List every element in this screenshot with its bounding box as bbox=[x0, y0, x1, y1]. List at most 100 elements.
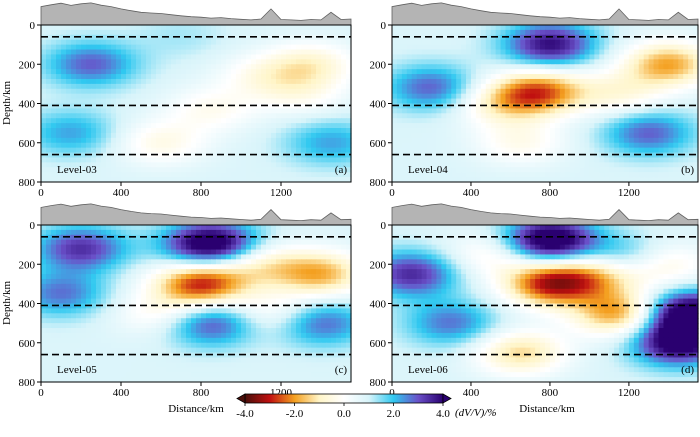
heatmap-cell bbox=[296, 288, 302, 295]
heatmap-cell bbox=[261, 229, 267, 236]
heatmap-cell bbox=[436, 74, 442, 80]
heatmap-cell bbox=[121, 49, 127, 56]
heatmap-cell bbox=[261, 274, 267, 280]
heatmap-cell bbox=[181, 39, 187, 46]
heatmap-cell bbox=[579, 93, 586, 100]
heatmap-cell bbox=[648, 162, 655, 168]
heatmap-cell bbox=[609, 147, 615, 154]
heatmap-cell bbox=[81, 34, 87, 41]
heatmap-cell bbox=[46, 64, 52, 70]
heatmap-cell bbox=[480, 167, 487, 173]
heatmap-cell bbox=[331, 113, 337, 119]
heatmap-cell bbox=[396, 152, 403, 159]
heatmap-cell bbox=[535, 123, 541, 129]
heatmap-cell bbox=[451, 39, 457, 46]
heatmap-cell bbox=[181, 44, 187, 51]
heatmap-cell bbox=[196, 108, 202, 114]
heatmap-cell bbox=[326, 123, 332, 129]
heatmap-cell bbox=[231, 274, 237, 280]
heatmap-cell bbox=[401, 29, 408, 36]
heatmap-cell bbox=[161, 44, 167, 51]
heatmap-cell bbox=[221, 69, 227, 75]
heatmap-cell bbox=[236, 167, 242, 173]
heatmap-cell bbox=[101, 88, 107, 95]
heatmap-cell bbox=[426, 29, 433, 36]
heatmap-cell bbox=[678, 78, 684, 85]
heatmap-cell bbox=[196, 172, 202, 178]
heatmap-cell bbox=[628, 152, 635, 159]
heatmap-cell bbox=[311, 288, 317, 295]
heatmap-cell bbox=[653, 29, 660, 36]
heatmap-cell bbox=[106, 83, 112, 90]
heatmap-cell bbox=[643, 59, 650, 65]
heatmap-cell bbox=[316, 177, 322, 183]
heatmap-cell bbox=[441, 172, 447, 178]
heatmap-cell bbox=[166, 49, 172, 56]
heatmap-cell bbox=[266, 59, 272, 65]
heatmap-cell bbox=[336, 78, 342, 85]
heatmap-cell bbox=[421, 177, 428, 183]
heatmap-cell bbox=[66, 239, 72, 246]
heatmap-cell bbox=[614, 162, 620, 168]
heatmap-cell bbox=[291, 44, 297, 51]
heatmap-cell bbox=[633, 69, 640, 75]
heatmap-cell bbox=[171, 269, 177, 275]
heatmap-cell bbox=[633, 157, 640, 163]
heatmap-cell bbox=[331, 118, 337, 124]
heatmap-cell bbox=[256, 157, 262, 163]
heatmap-cell bbox=[426, 172, 433, 178]
heatmap-cell bbox=[584, 137, 591, 144]
heatmap-cell bbox=[211, 152, 217, 159]
heatmap-cell bbox=[416, 93, 423, 100]
heatmap-cell bbox=[500, 39, 507, 46]
heatmap-cell bbox=[86, 74, 92, 80]
heatmap-cell bbox=[271, 132, 277, 139]
heatmap-cell bbox=[614, 39, 620, 46]
heatmap-cell bbox=[648, 69, 655, 75]
heatmap-cell bbox=[256, 29, 262, 36]
heatmap-cell bbox=[246, 167, 252, 173]
heatmap-cell bbox=[336, 172, 342, 178]
heatmap-cell bbox=[594, 108, 600, 114]
heatmap-cell bbox=[574, 162, 581, 168]
heatmap-cell bbox=[236, 64, 242, 70]
heatmap-cell bbox=[66, 264, 72, 270]
heatmap-cell bbox=[554, 162, 561, 168]
heatmap-cell bbox=[316, 59, 322, 65]
heatmap-cell bbox=[221, 239, 227, 246]
heatmap-cell bbox=[216, 147, 222, 154]
heatmap-cell bbox=[406, 44, 413, 51]
heatmap-cell bbox=[101, 234, 107, 241]
heatmap-cell bbox=[623, 44, 630, 51]
heatmap-cell bbox=[574, 128, 581, 134]
heatmap-cell bbox=[604, 69, 610, 75]
heatmap-cell bbox=[51, 108, 57, 114]
heatmap-cell bbox=[251, 167, 257, 173]
heatmap-cell bbox=[291, 74, 297, 80]
heatmap-cell bbox=[296, 93, 302, 100]
heatmap-cell bbox=[131, 108, 137, 114]
heatmap-cell bbox=[146, 142, 152, 149]
heatmap-cell bbox=[256, 123, 262, 129]
heatmap-cell bbox=[515, 172, 521, 178]
heatmap-cell bbox=[141, 128, 147, 134]
heatmap-cell bbox=[683, 142, 689, 149]
heatmap-cell bbox=[495, 113, 502, 119]
heatmap-cell bbox=[396, 132, 403, 139]
heatmap-cell bbox=[146, 177, 152, 183]
heatmap-cell bbox=[91, 49, 97, 56]
heatmap-cell bbox=[171, 54, 177, 60]
heatmap-cell bbox=[589, 49, 595, 56]
heatmap-cell bbox=[256, 39, 262, 46]
heatmap-cell bbox=[51, 64, 57, 70]
heatmap-cell bbox=[176, 39, 182, 46]
heatmap-cell bbox=[431, 177, 438, 183]
heatmap-cell bbox=[161, 78, 167, 85]
heatmap-cell bbox=[643, 123, 650, 129]
heatmap-cell bbox=[76, 298, 82, 305]
heatmap-cell bbox=[693, 29, 699, 36]
heatmap-cell bbox=[331, 274, 337, 280]
heatmap-cell bbox=[535, 93, 541, 100]
heatmap-cell bbox=[311, 254, 317, 260]
heatmap-cell bbox=[633, 142, 640, 149]
